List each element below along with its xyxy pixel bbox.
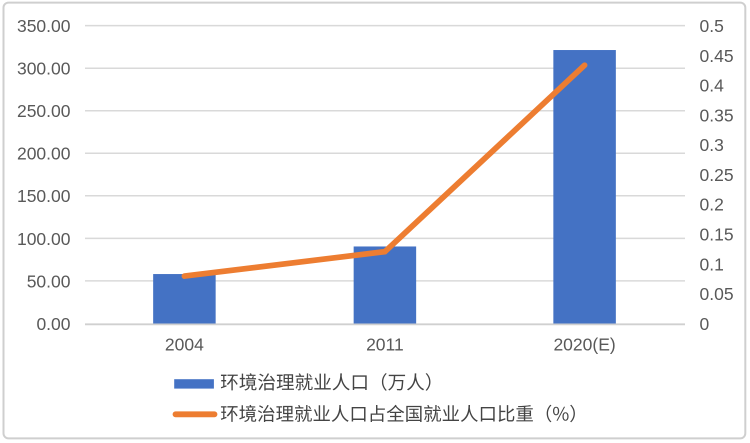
svg-text:250.00: 250.00	[17, 101, 71, 121]
svg-text:0.4: 0.4	[700, 76, 725, 96]
svg-text:0.35: 0.35	[700, 105, 734, 125]
svg-text:0.1: 0.1	[700, 254, 724, 274]
svg-text:0.2: 0.2	[700, 195, 724, 215]
svg-text:2004: 2004	[165, 334, 204, 354]
svg-text:0.05: 0.05	[700, 284, 734, 304]
svg-text:150.00: 150.00	[17, 186, 71, 206]
svg-text:0.15: 0.15	[700, 225, 734, 245]
svg-text:0.5: 0.5	[700, 16, 724, 36]
svg-text:0: 0	[700, 314, 710, 334]
svg-text:2011: 2011	[366, 334, 404, 354]
svg-text:350.00: 350.00	[17, 16, 71, 36]
svg-text:0.3: 0.3	[700, 135, 724, 155]
svg-text:0.25: 0.25	[700, 165, 734, 185]
svg-text:0.00: 0.00	[36, 314, 70, 334]
svg-text:300.00: 300.00	[17, 59, 71, 79]
svg-text:100.00: 100.00	[17, 229, 71, 249]
svg-text:200.00: 200.00	[17, 144, 71, 164]
svg-text:50.00: 50.00	[27, 271, 71, 291]
svg-text:0.45: 0.45	[700, 46, 734, 66]
svg-text:2020(E): 2020(E)	[553, 334, 615, 354]
